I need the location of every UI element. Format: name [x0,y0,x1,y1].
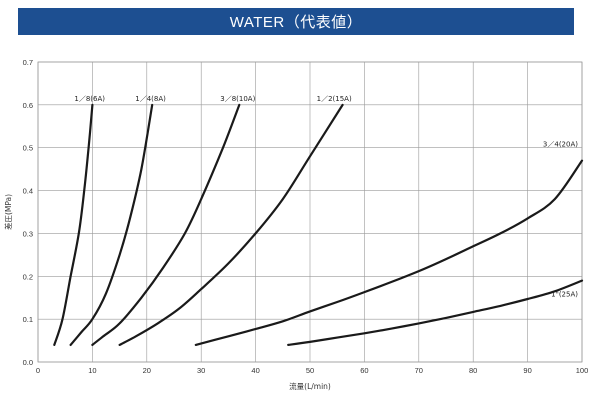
series-line [118,103,344,346]
y-tick-label: 0.5 [23,144,33,153]
chart-title: WATER（代表値） [229,14,363,31]
series-line [91,103,241,346]
series-label: 1"(25A) [551,291,578,299]
series-label: 3／4(20A) [543,141,578,149]
y-tick-label: 0.0 [23,358,33,367]
x-tick-label: 90 [523,366,531,375]
y-tick-label: 0.7 [23,58,33,67]
x-tick-label: 70 [415,366,423,375]
series-line [194,159,584,346]
series-label: 1／4(8A) [135,95,166,103]
series-line [287,279,584,346]
grid-lines [37,61,583,363]
x-tick-label: 50 [306,366,314,375]
series-label: 1／2(15A) [317,95,352,103]
chart-title-banner: WATER（代表値） [18,8,574,35]
series-label: 3／8(10A) [220,95,255,103]
series-label: 1／8(6A) [74,95,105,103]
x-tick-label: 10 [88,366,96,375]
x-tick-label: 0 [36,366,40,375]
tick-labels: 0 10 20 30 40 50 60 70 80 90 100 0.0 0.1 0.2 0.3 0.4 0.5… [23,58,589,375]
x-tick-label: 40 [251,366,259,375]
series-line [69,103,154,346]
series-labels: 1／8(6A) 1／4(8A) 3／8(10A) 1／2(15A) 3／4(20A) 1"… [74,95,578,299]
y-tick-label: 0.3 [23,229,33,238]
y-tick-label: 0.1 [23,315,33,324]
y-tick-label: 0.6 [23,101,33,110]
series-lines [53,103,584,346]
y-tick-label: 0.2 [23,272,33,281]
x-tick-label: 80 [469,366,477,375]
x-tick-label: 30 [197,366,205,375]
series-line [53,103,94,346]
x-tick-label: 20 [143,366,151,375]
y-tick-label: 0.4 [23,187,33,196]
y-axis-label: 差圧(MPa) [3,194,13,230]
x-tick-label: 100 [576,366,589,375]
x-axis-label: 流量(L/min) [289,381,331,391]
x-tick-label: 60 [360,366,368,375]
